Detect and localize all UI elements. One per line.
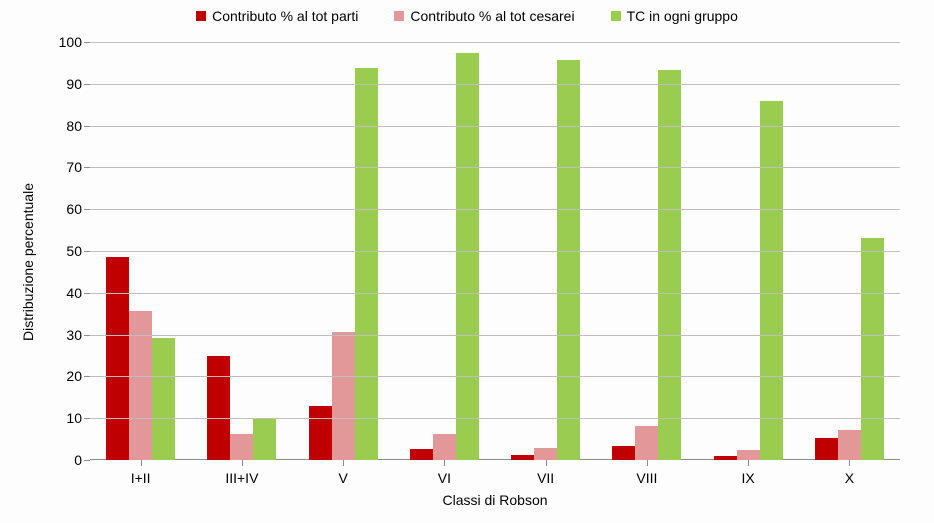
- x-tick-label: III+IV: [191, 460, 292, 486]
- x-tick-label: I+II: [90, 460, 191, 486]
- y-tick-label: 80: [66, 118, 90, 134]
- bar-cesarei: [737, 450, 760, 460]
- legend-swatch-tc: [611, 11, 621, 21]
- gridline: [90, 42, 900, 43]
- gridline: [90, 293, 900, 294]
- bar-cesarei: [230, 434, 253, 460]
- bar-cesarei: [129, 311, 152, 460]
- legend-swatch-cesarei: [394, 11, 404, 21]
- y-tick-label: 30: [66, 327, 90, 343]
- bar-tc: [861, 238, 884, 460]
- y-tick-label: 0: [74, 452, 90, 468]
- bar-parti: [410, 449, 433, 460]
- y-tick-label: 10: [66, 410, 90, 426]
- y-tick-label: 40: [66, 285, 90, 301]
- chart-container: Contributo % al tot parti Contributo % a…: [0, 0, 934, 523]
- y-tick-label: 60: [66, 201, 90, 217]
- gridline: [90, 126, 900, 127]
- x-tick-label: VI: [394, 460, 495, 486]
- gridline: [90, 335, 900, 336]
- y-tick-label: 20: [66, 368, 90, 384]
- bar-parti: [106, 257, 129, 460]
- bar-tc: [152, 338, 175, 460]
- bar-cesarei: [433, 434, 456, 460]
- legend-label-tc: TC in ogni gruppo: [627, 8, 738, 24]
- gridline: [90, 167, 900, 168]
- bar-cesarei: [332, 332, 355, 460]
- y-tick-label: 100: [59, 34, 90, 50]
- bar-parti: [207, 356, 230, 460]
- bar-tc: [760, 101, 783, 460]
- legend-item-cesarei: Contributo % al tot cesarei: [394, 8, 574, 24]
- gridline: [90, 209, 900, 210]
- bar-tc: [658, 70, 681, 460]
- x-tick-label: VII: [495, 460, 596, 486]
- gridline: [90, 84, 900, 85]
- x-tick-label: VIII: [596, 460, 697, 486]
- y-tick-label: 50: [66, 243, 90, 259]
- x-tick-label: V: [293, 460, 394, 486]
- y-axis-title: Distribuzione percentuale: [20, 183, 36, 341]
- gridline: [90, 418, 900, 419]
- gridline: [90, 251, 900, 252]
- x-tick-label: X: [799, 460, 900, 486]
- y-tick-label: 90: [66, 76, 90, 92]
- legend-label-cesarei: Contributo % al tot cesarei: [410, 8, 574, 24]
- legend-item-tc: TC in ogni gruppo: [611, 8, 738, 24]
- y-tick-label: 70: [66, 159, 90, 175]
- bar-tc: [456, 53, 479, 460]
- bar-parti: [612, 446, 635, 460]
- plot-area: I+IIIII+IVVVIVIIVIIIIXX 0102030405060708…: [90, 42, 900, 460]
- x-axis-title: Classi di Robson: [90, 492, 900, 508]
- bar-cesarei: [635, 426, 658, 460]
- bar-parti: [309, 406, 332, 460]
- legend-label-parti: Contributo % al tot parti: [212, 8, 358, 24]
- bar-tc: [253, 418, 276, 460]
- legend-item-parti: Contributo % al tot parti: [196, 8, 358, 24]
- gridline: [90, 376, 900, 377]
- bar-cesarei: [534, 448, 557, 460]
- x-tick-label: IX: [698, 460, 799, 486]
- bar-parti: [815, 438, 838, 460]
- bar-cesarei: [838, 430, 861, 460]
- legend-swatch-parti: [196, 11, 206, 21]
- bar-tc: [557, 60, 580, 460]
- legend: Contributo % al tot parti Contributo % a…: [0, 8, 934, 24]
